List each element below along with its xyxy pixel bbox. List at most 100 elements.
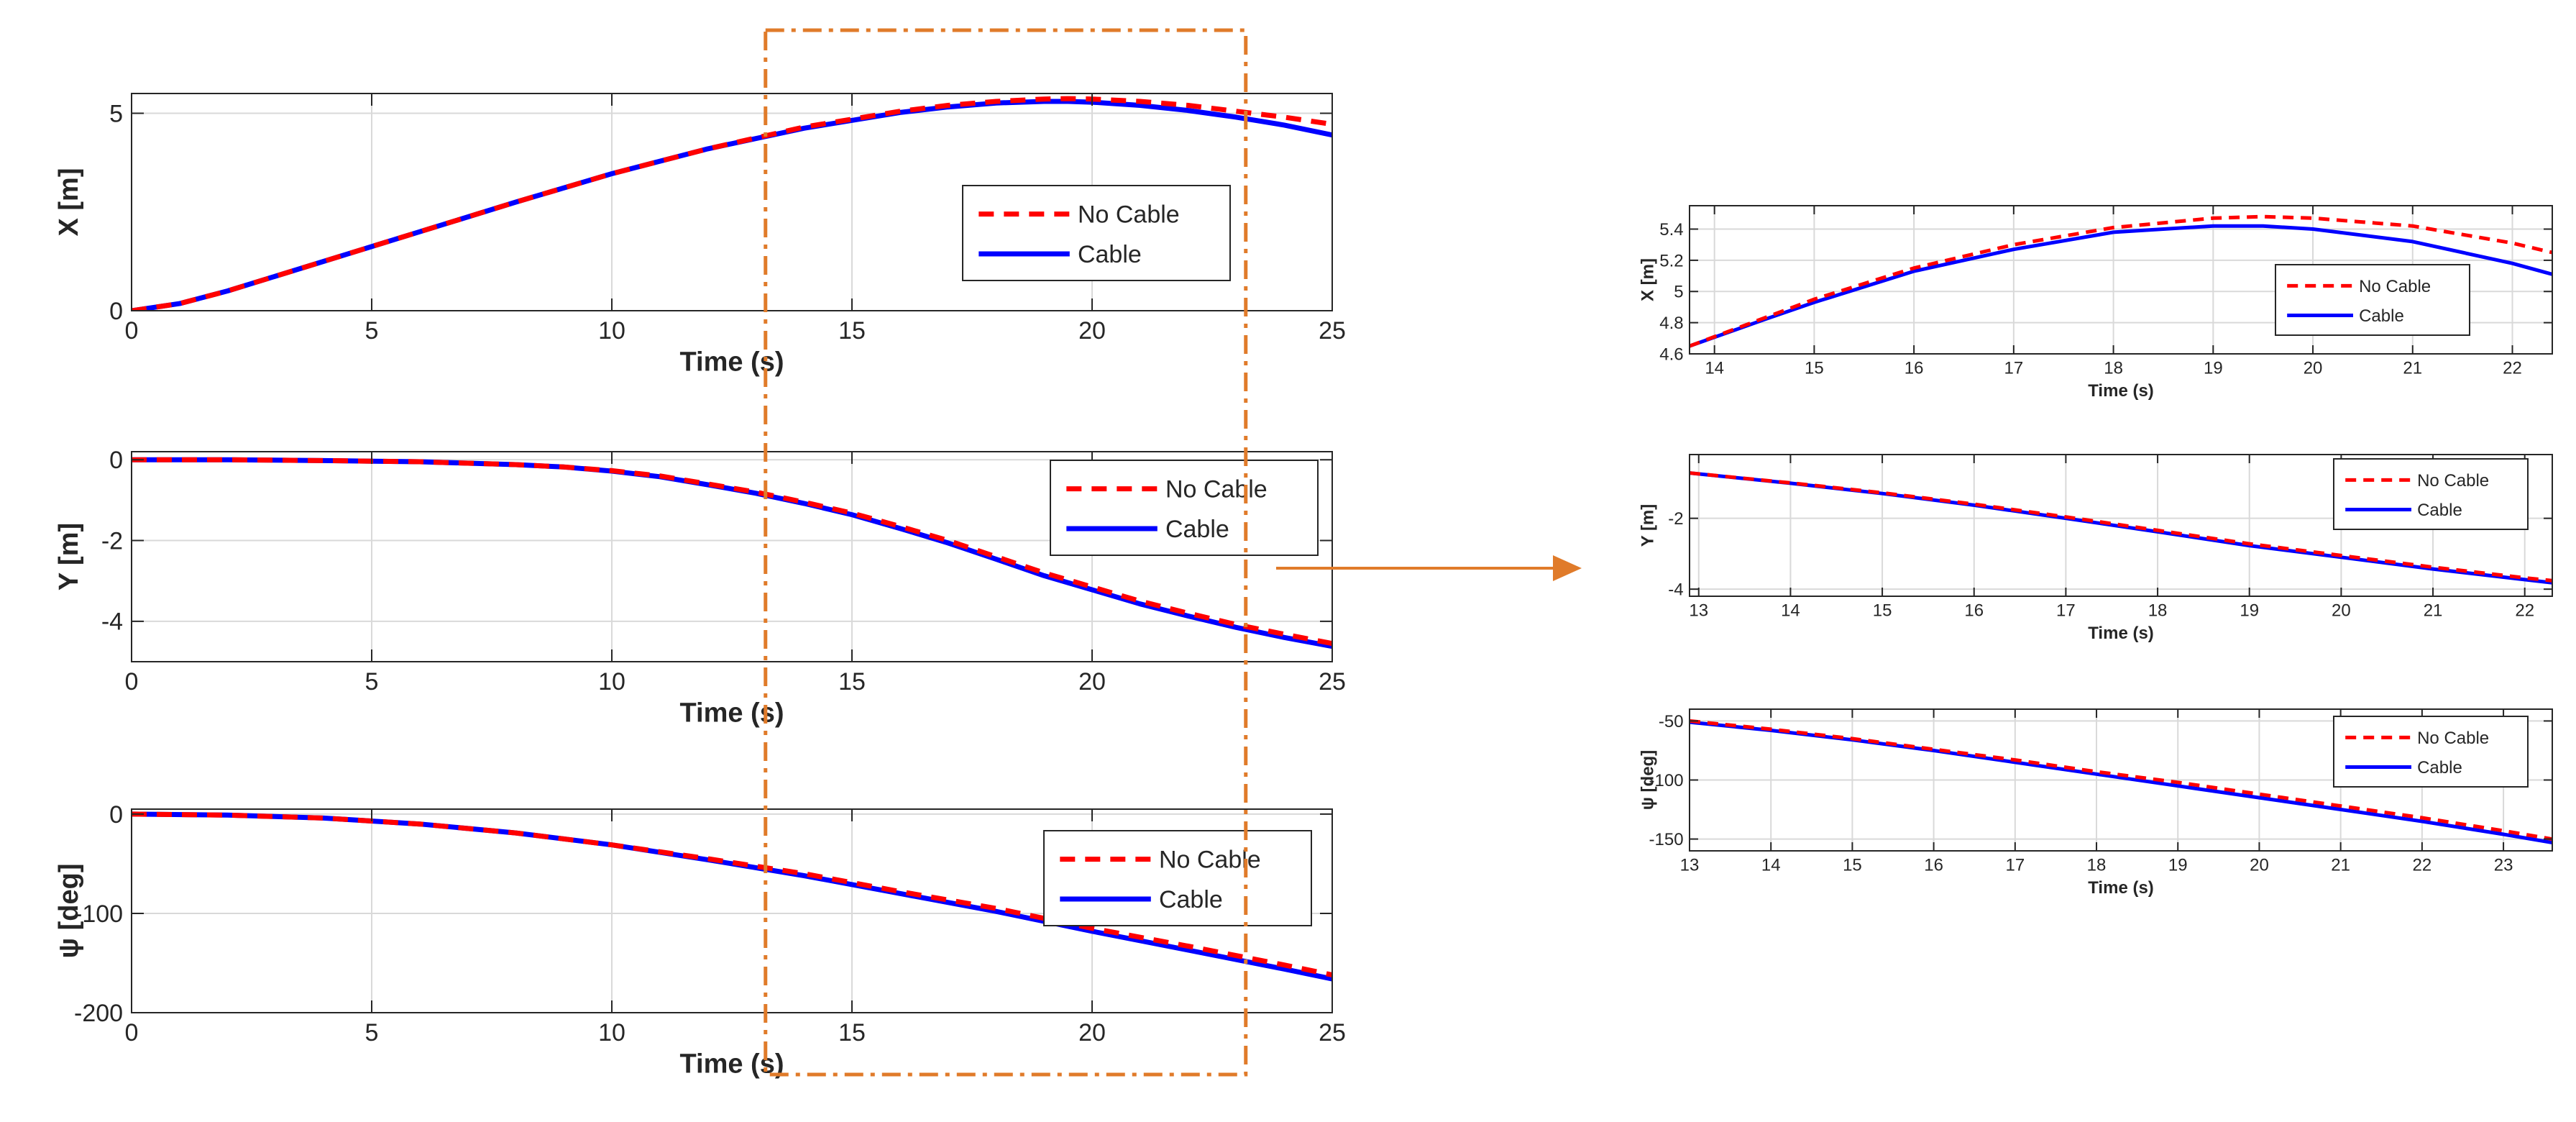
x-tick-label: 16	[1964, 601, 1984, 621]
y-tick-label: -200	[74, 1000, 123, 1027]
x-tick-label: 13	[1680, 856, 1700, 875]
legend-label: Cable	[1165, 516, 1229, 543]
series-line-no-cable	[1690, 471, 2552, 583]
y-tick-label: -2	[101, 527, 123, 555]
series-line-no-cable	[132, 96, 1332, 311]
y-tick-label: -100	[1649, 771, 1684, 790]
x-tick-label: 19	[2204, 359, 2223, 378]
chart-zoom-x: 14 15 16 17 18 19 20 21 22 4.6 4.8 5 5.2 5.4 Time (s) X…	[1638, 205, 2553, 401]
x-tick-label: 20	[1078, 668, 1106, 695]
axes-frame	[131, 808, 1333, 1013]
annotation-layer	[764, 28, 1582, 1077]
y-axis-label: Y [m]	[54, 523, 84, 590]
y-tick-label: 0	[109, 298, 123, 325]
x-tick-label: 15	[1873, 601, 1892, 621]
chart-main-y: 0 5 10 15 20 25 0 -2 -4 Time (s) Y [m] No Cable Cabl…	[54, 447, 1346, 728]
legend: No Cable Cable	[2333, 716, 2529, 788]
legend-label: No Cable	[1159, 847, 1261, 874]
x-tick-label: 20	[2332, 601, 2351, 621]
y-tick-label: -50	[1659, 712, 1684, 731]
y-tick-label: 5	[1674, 283, 1683, 302]
x-tick-label: 16	[1905, 359, 1924, 378]
highlight-box	[764, 28, 1248, 1077]
x-tick-label: 21	[2331, 856, 2350, 875]
y-tick-label: -100	[74, 900, 123, 928]
legend-label: Cable	[2417, 501, 2462, 520]
legend: No Cable Cable	[962, 185, 1231, 281]
x-tick-label: 22	[2413, 856, 2432, 875]
y-tick-label: -4	[1668, 580, 1683, 600]
legend-label: Cable	[2359, 306, 2404, 326]
y-tick-label: 0	[109, 801, 123, 829]
x-axis-label: Time (s)	[679, 1049, 784, 1079]
x-tick-label: 22	[2515, 601, 2534, 621]
y-tick-label: 5	[109, 100, 123, 127]
series-group	[132, 457, 1332, 649]
x-tick-label: 10	[598, 1019, 625, 1046]
legend-label: No Cable	[2359, 277, 2431, 296]
x-tick-label: 13	[1689, 601, 1708, 621]
x-tick-label: 18	[2104, 359, 2123, 378]
x-tick-label: 18	[2087, 856, 2107, 875]
x-tick-label: 25	[1319, 668, 1346, 695]
x-tick-label: 20	[2250, 856, 2269, 875]
x-tick-label: 17	[2005, 856, 2025, 875]
x-tick-label: 21	[2403, 359, 2422, 378]
x-tick-label: 18	[2148, 601, 2168, 621]
x-tick-label: 0	[125, 1019, 139, 1046]
legend-box	[962, 185, 1231, 281]
axes-frame	[1689, 205, 2553, 355]
x-tick-label: 10	[598, 668, 625, 695]
x-tick-label: 15	[838, 668, 866, 695]
axes-frame	[131, 451, 1333, 662]
x-tick-label: 10	[598, 317, 625, 345]
legend: No Cable Cable	[2333, 458, 2529, 530]
legend-box	[1043, 830, 1312, 926]
x-tick-label: 14	[1705, 359, 1724, 378]
y-tick-label: 4.8	[1659, 314, 1683, 333]
legend: No Cable Cable	[1050, 460, 1319, 556]
axes-frame	[131, 93, 1333, 311]
legend-label: No Cable	[2417, 729, 2489, 748]
series-line-cable	[1690, 224, 2552, 348]
x-tick-label: 19	[2168, 856, 2188, 875]
legend-box	[2275, 264, 2470, 336]
legend-label: No Cable	[1165, 476, 1268, 503]
y-tick-label: 0	[109, 447, 123, 474]
legend-box	[2333, 458, 2529, 530]
x-tick-label: 20	[1078, 317, 1106, 345]
chart-zoom-psi: 13 14 15 16 17 18 19 20 21 22 23 -50 -100 -150 Time (s…	[1638, 708, 2553, 898]
y-axis-label: ψ [deg]	[1638, 750, 1658, 810]
x-tick-label: 23	[2494, 856, 2513, 875]
series-line-no-cable	[132, 811, 1332, 977]
chart-main-psi: 0 5 10 15 20 25 0 -100 -200 Time (s) ψ [deg] No Cab…	[54, 801, 1346, 1079]
legend: No Cable Cable	[1043, 830, 1312, 926]
x-axis-label: Time (s)	[679, 347, 784, 377]
plots-layer: 0 5 10 15 20 25 0 5 Time (s) X [m] No Cable Cable 0 5…	[54, 93, 2553, 1079]
x-tick-label: 5	[365, 317, 379, 345]
legend-box	[2333, 716, 2529, 788]
x-tick-label: 21	[2424, 601, 2443, 621]
zoom-arrow-head	[1553, 555, 1582, 581]
y-tick-label: 4.6	[1659, 345, 1683, 364]
x-tick-label: 0	[125, 317, 139, 345]
y-tick-label: -150	[1649, 830, 1684, 849]
x-axis-label: Time (s)	[2088, 878, 2154, 898]
x-tick-label: 22	[2503, 359, 2522, 378]
y-tick-label: 5.2	[1659, 251, 1683, 270]
series-line-no-cable	[1690, 214, 2552, 348]
legend-label: Cable	[2417, 758, 2462, 777]
series-group	[132, 811, 1332, 982]
x-tick-label: 17	[2004, 359, 2024, 378]
legend: No Cable Cable	[2275, 264, 2470, 336]
legend-label: No Cable	[1078, 201, 1180, 229]
chart-main-x: 0 5 10 15 20 25 0 5 Time (s) X [m] No Cable Cable	[54, 93, 1346, 377]
x-tick-label: 17	[2056, 601, 2076, 621]
axes-frame	[1689, 454, 2553, 597]
x-tick-label: 5	[365, 668, 379, 695]
x-tick-label: 20	[1078, 1019, 1106, 1046]
x-axis-label: Time (s)	[679, 698, 784, 728]
x-tick-label: 14	[1761, 856, 1781, 875]
y-axis-label: Y [m]	[1638, 504, 1658, 547]
